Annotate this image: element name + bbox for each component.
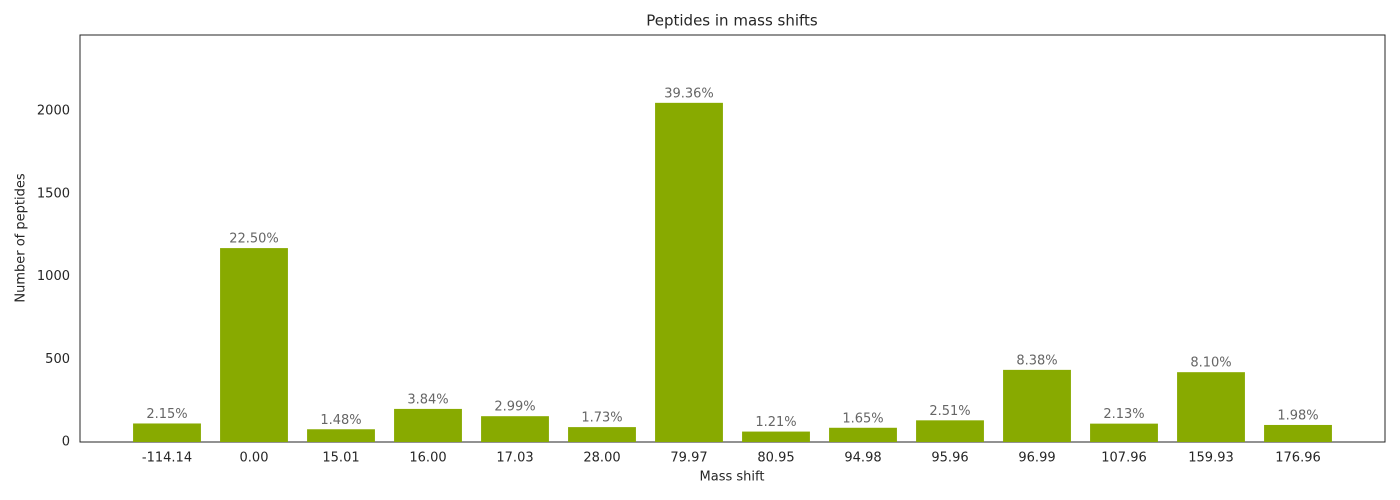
y-tick-label: 500	[45, 352, 70, 367]
bar-annotation: 1.98%	[1277, 408, 1318, 423]
bar	[394, 408, 462, 442]
bar-annotation: 2.15%	[146, 407, 187, 422]
bar	[568, 427, 636, 442]
bar	[742, 431, 810, 442]
bar-annotation: 2.51%	[929, 404, 970, 419]
bar	[220, 248, 288, 442]
x-tick-label: 15.01	[322, 451, 359, 466]
x-tick-label: 96.99	[1018, 451, 1055, 466]
bar	[1177, 372, 1245, 442]
x-tick-label: 79.97	[670, 451, 707, 466]
bar	[307, 429, 375, 442]
plot-frame	[79, 34, 1386, 443]
bar-annotation: 22.50%	[229, 232, 279, 247]
x-tick-label: -114.14	[142, 451, 192, 466]
bar-annotation: 3.84%	[407, 392, 448, 407]
bar-annotation: 2.99%	[494, 400, 535, 415]
bar	[829, 427, 897, 442]
bar-annotation: 8.10%	[1190, 356, 1231, 371]
bar	[1264, 424, 1332, 442]
y-tick-label: 1500	[37, 186, 70, 201]
bar-annotation: 8.38%	[1016, 353, 1057, 368]
bar	[481, 416, 549, 442]
bar-annotation: 2.13%	[1103, 407, 1144, 422]
x-tick-label: 17.03	[496, 451, 533, 466]
x-tick-label: 16.00	[409, 451, 446, 466]
x-tick-label: 107.96	[1101, 451, 1147, 466]
bar	[1090, 423, 1158, 442]
bar	[133, 423, 201, 442]
x-tick-label: 80.95	[757, 451, 794, 466]
y-tick-label: 1000	[37, 269, 70, 284]
x-axis-label: Mass shift	[700, 470, 765, 485]
x-tick-label: 94.98	[844, 451, 881, 466]
bar-annotation: 1.65%	[842, 411, 883, 426]
y-tick-label: 2000	[37, 104, 70, 119]
x-tick-label: 0.00	[240, 451, 269, 466]
x-tick-label: 159.93	[1188, 451, 1234, 466]
bar	[916, 420, 984, 442]
x-tick-label: 95.96	[931, 451, 968, 466]
bar-annotation: 1.48%	[320, 413, 361, 428]
bar-annotation: 39.36%	[664, 86, 714, 101]
x-tick-label: 28.00	[583, 451, 620, 466]
bar	[655, 102, 723, 442]
x-tick-label: 176.96	[1275, 451, 1321, 466]
chart-title: Peptides in mass shifts	[646, 12, 818, 30]
bar-annotation: 1.73%	[581, 411, 622, 426]
y-axis-label: Number of peptides	[14, 173, 29, 302]
bar-annotation: 1.21%	[755, 415, 796, 430]
y-tick-label: 0	[62, 435, 70, 450]
bar	[1003, 369, 1071, 442]
